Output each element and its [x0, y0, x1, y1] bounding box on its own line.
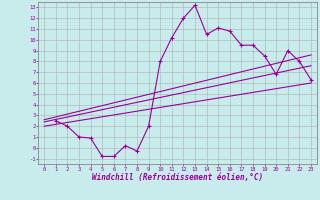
X-axis label: Windchill (Refroidissement éolien,°C): Windchill (Refroidissement éolien,°C): [92, 173, 263, 182]
